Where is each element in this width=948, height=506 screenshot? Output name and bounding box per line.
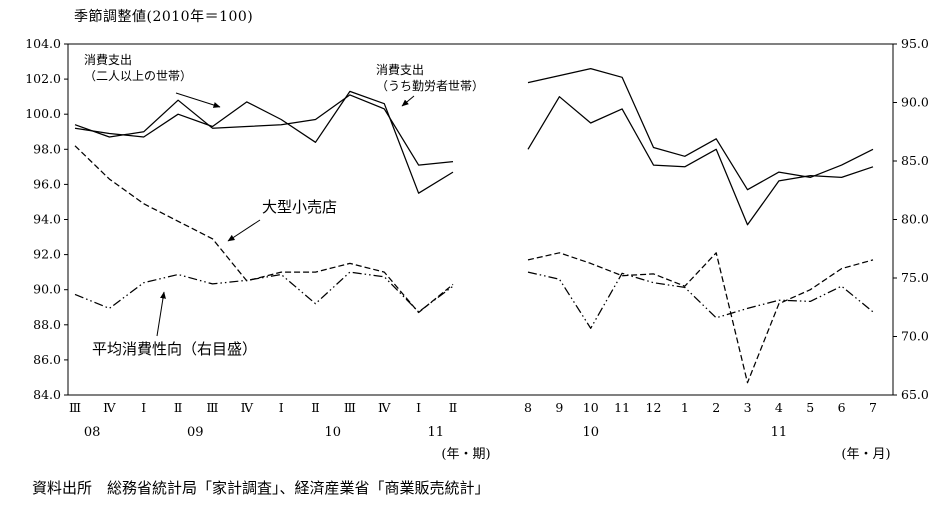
x-axis-tick-label: 5 (806, 400, 814, 415)
annotation-text-line: 消費支出 (376, 63, 425, 77)
annotation-arrow (401, 95, 415, 107)
annotation-consumption-worker-households: 消費支出 （うち勤労者世帯） (376, 62, 484, 94)
annotation-text-line: 消費支出 (84, 53, 133, 67)
x-axis-tick-label: Ⅲ (206, 400, 218, 415)
x-axis-caption-year-month: (年・月) (841, 447, 891, 462)
x-axis-year-label: 09 (187, 425, 204, 440)
left-axis-tick-label: 86.0 (33, 352, 61, 367)
x-axis-tick-label: 10 (583, 400, 599, 415)
source-note: 資料出所 総務省統計局「家計調査」、経済産業省「商業販売統計」 (32, 479, 490, 497)
x-axis-tick-label: 12 (646, 400, 662, 415)
x-axis-tick-label: 8 (524, 400, 532, 415)
left-axis-tick-label: 90.0 (33, 282, 61, 297)
x-axis-year-label: 11 (771, 425, 788, 440)
x-axis-tick-label: 9 (555, 400, 563, 415)
annotation-text-line: （うち勤労者世帯） (376, 79, 485, 94)
left-axis-tick-label: 88.0 (33, 317, 61, 332)
right-axis-tick-label: 70.0 (901, 329, 929, 344)
right-axis-tick-label: 65.0 (901, 387, 929, 402)
series-line-futari (527, 67, 874, 191)
x-axis-tick-label: Ⅰ (141, 400, 146, 415)
x-axis-tick-label: Ⅰ (416, 400, 421, 415)
annotation-average-propensity-to-consume: 平均消費性向（右目盛） (92, 340, 258, 358)
left-axis-tick-label: 100.0 (25, 106, 61, 121)
x-axis-tick-label: 3 (744, 400, 752, 415)
series-line-large_retail (74, 145, 454, 314)
left-axis-tick-label: 96.0 (33, 176, 61, 191)
x-axis-tick-label: Ⅳ (241, 400, 254, 415)
left-axis-tick-label: 94.0 (33, 212, 61, 227)
x-axis-tick-label: Ⅱ (311, 400, 320, 415)
series-line-kinro (74, 90, 454, 194)
x-axis-tick-label: Ⅱ (449, 400, 458, 415)
annotation-consumption-two-person-households: 消費支出 （二人以上の世帯） (84, 52, 192, 84)
x-axis-tick-label: Ⅳ (103, 400, 116, 415)
series-line-futari (74, 94, 454, 166)
x-axis-caption-year-quarter: (年・期) (441, 447, 491, 462)
left-axis-tick-label: 84.0 (33, 387, 61, 402)
x-axis-tick-label: Ⅱ (174, 400, 183, 415)
chart-title: 季節調整値(2010年＝100) (74, 9, 254, 25)
x-axis-tick-label: Ⅰ (279, 400, 284, 415)
left-axis-tick-label: 104.0 (25, 36, 61, 51)
x-axis-tick-label: 6 (838, 400, 846, 415)
annotation-arrow (175, 92, 221, 108)
series-line-propensity (74, 271, 454, 313)
x-axis-year-label: 08 (84, 425, 101, 440)
x-axis-tick-label: Ⅲ (344, 400, 356, 415)
series-line-kinro (527, 96, 874, 226)
right-axis-tick-label: 90.0 (901, 95, 929, 110)
x-axis-year-label: 11 (428, 425, 445, 440)
right-axis-tick-label: 85.0 (901, 153, 929, 168)
left-axis-tick-label: 98.0 (33, 141, 61, 156)
left-axis-tick-label: 92.0 (33, 247, 61, 262)
x-axis-tick-label: 7 (869, 400, 877, 415)
annotation-text-line: （二人以上の世帯） (84, 69, 193, 84)
x-axis-tick-label: 11 (614, 400, 630, 415)
right-axis-tick-label: 95.0 (901, 36, 929, 51)
right-axis-tick-label: 75.0 (901, 270, 929, 285)
x-axis-tick-label: 2 (712, 400, 720, 415)
annotation-arrow (227, 219, 261, 242)
annotation-arrow (156, 291, 166, 337)
x-axis-tick-label: 4 (775, 400, 783, 415)
x-axis-tick-label: Ⅲ (69, 400, 81, 415)
series-line-large_retail (527, 252, 874, 384)
right-axis-tick-label: 80.0 (901, 212, 929, 227)
x-axis-year-label: 10 (324, 425, 341, 440)
left-axis-tick-label: 102.0 (25, 71, 61, 86)
series-line-propensity (527, 271, 874, 329)
annotation-large-retail-stores: 大型小売店 (262, 198, 338, 216)
x-axis-tick-label: Ⅳ (378, 400, 391, 415)
x-axis-tick-label: 1 (681, 400, 689, 415)
x-axis-year-label: 10 (582, 425, 599, 440)
